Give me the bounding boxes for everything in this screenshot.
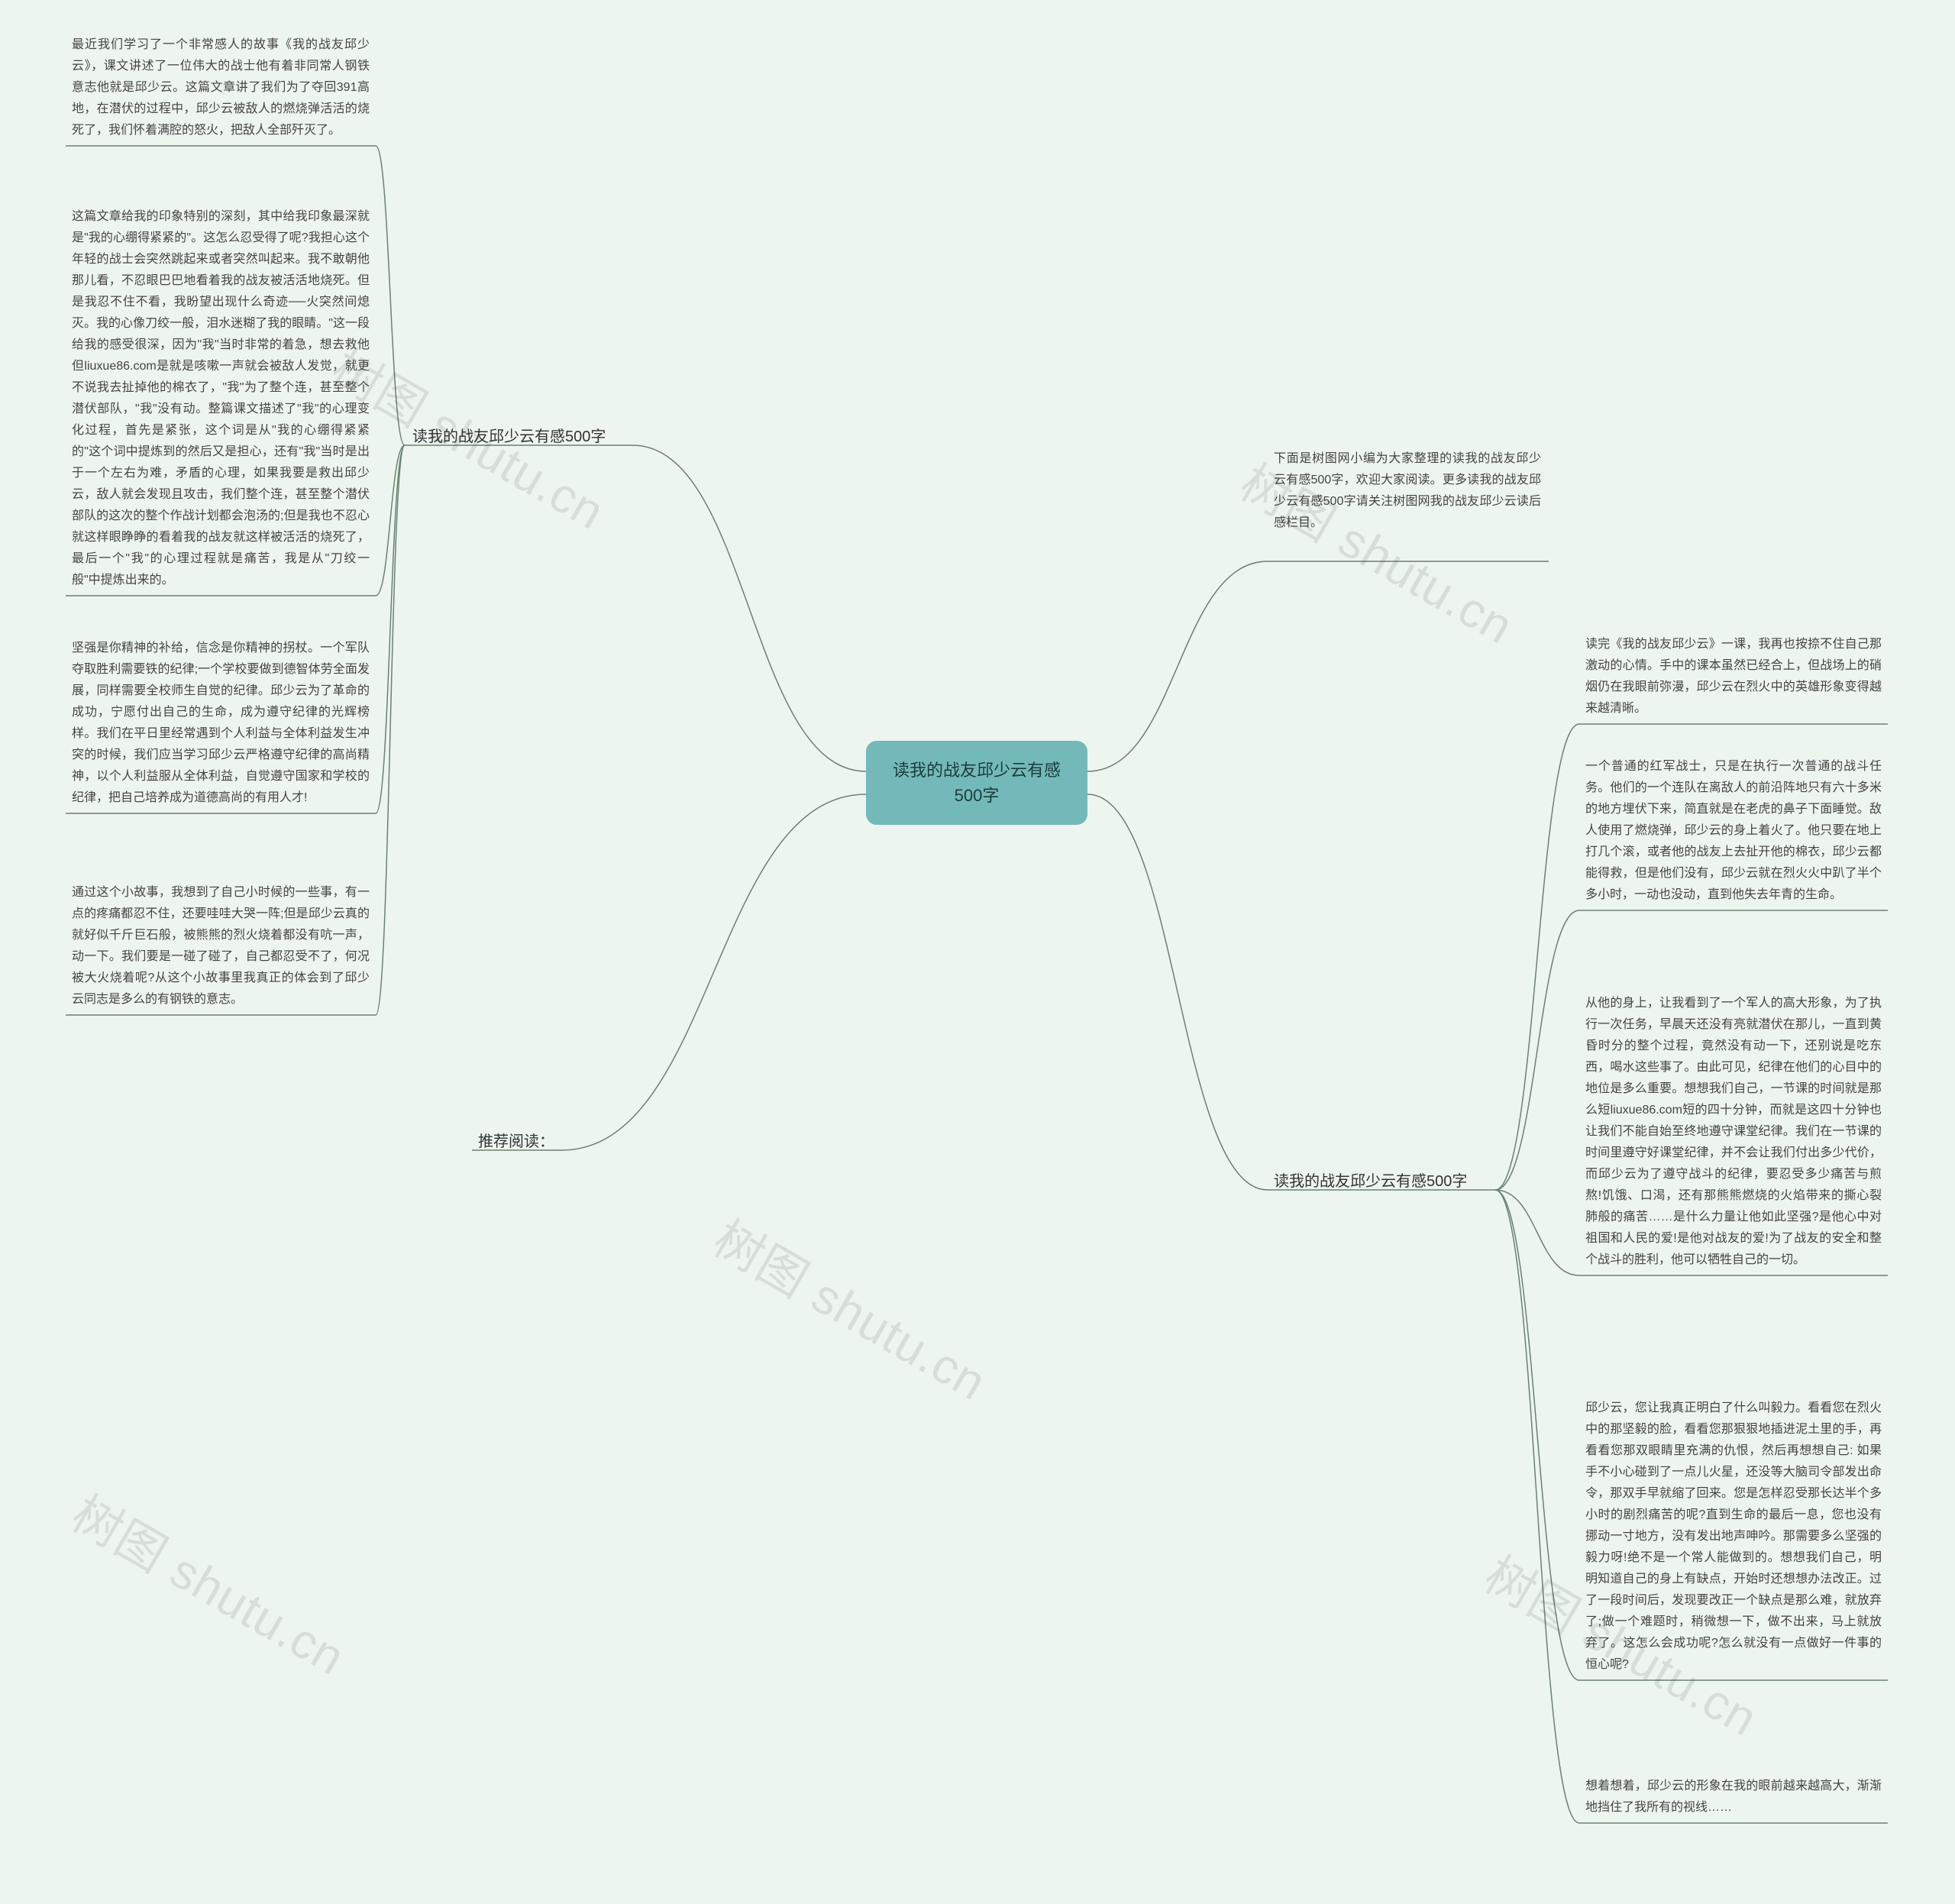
leaf-text: 想着想着，邱少云的形象在我的眼前越来越高大，渐渐地挡住了我所有的视线…… <box>1585 1780 1882 1814</box>
leaf-text: 坚强是你精神的补给，信念是你精神的拐杖。一个军队夺取胜利需要铁的纪律;一个学校要… <box>72 642 370 804</box>
leaf-text: 最近我们学习了一个非常感人的故事《我的战友邱少云》，课文讲述了一位伟大的战士他有… <box>72 38 370 137</box>
leaf-node[interactable]: 一个普通的红军战士，只是在执行一次普通的战斗任务。他们的一个连队在离敌人的前沿阵… <box>1585 756 1882 906</box>
leaf-text: 通过这个小故事，我想到了自己小时候的一些事，有一点的疼痛都忍不住，还要哇哇大哭一… <box>72 886 370 1006</box>
leaf-text: 一个普通的红军战士，只是在执行一次普通的战斗任务。他们的一个连队在离敌人的前沿阵… <box>1585 760 1882 901</box>
branch-label[interactable]: 读我的战友邱少云有感500字 <box>412 424 606 446</box>
leaf-node[interactable]: 坚强是你精神的补给，信念是你精神的拐杖。一个军队夺取胜利需要铁的纪律;一个学校要… <box>72 638 370 809</box>
leaf-text: 下面是树图网小编为大家整理的读我的战友邱少云有感500字，欢迎大家阅读。更多读我… <box>1274 452 1541 529</box>
leaf-text: 读完《我的战友邱少云》一课，我再也按捺不住自己那激动的心情。手中的课本虽然已经合… <box>1585 638 1882 715</box>
center-node[interactable]: 读我的战友邱少云有感500字 <box>866 741 1087 825</box>
leaf-node[interactable]: 从他的身上，让我看到了一个军人的高大形象，为了执行一次任务，早晨天还没有亮就潜伏… <box>1585 993 1882 1271</box>
leaf-node[interactable]: 通过这个小故事，我想到了自己小时候的一些事，有一点的疼痛都忍不住，还要哇哇大哭一… <box>72 882 370 1010</box>
watermark: 树图 shutu.cn <box>703 1201 1001 1414</box>
leaf-text: 邱少云，您让我真正明白了什么叫毅力。看看您在烈火中的那坚毅的脸，看看您那狠狠地插… <box>1585 1401 1882 1671</box>
center-node-text: 读我的战友邱少云有感500字 <box>887 758 1066 808</box>
leaf-text: 这篇文章给我的印象特别的深刻，其中给我印象最深就是"我的心绷得紧紧的"。这怎么忍… <box>72 210 370 587</box>
leaf-node[interactable]: 这篇文章给我的印象特别的深刻，其中给我印象最深就是"我的心绷得紧紧的"。这怎么忍… <box>72 206 370 591</box>
branch-label-text: 读我的战友邱少云有感500字 <box>412 428 606 445</box>
watermark-text: 树图 shutu.cn <box>63 1485 354 1686</box>
branch-label[interactable]: 读我的战友邱少云有感500字 <box>1274 1169 1467 1191</box>
mindmap-canvas: 读我的战友邱少云有感500字读我的战友邱少云有感500字最近我们学习了一个非常感… <box>0 0 1955 1904</box>
leaf-node[interactable]: 想着想着，邱少云的形象在我的眼前越来越高大，渐渐地挡住了我所有的视线…… <box>1585 1776 1882 1818</box>
branch-label-text: 读我的战友邱少云有感500字 <box>1274 1173 1467 1190</box>
branch-label-text: 推荐阅读： <box>478 1133 554 1150</box>
branch-label[interactable]: 推荐阅读： <box>478 1129 554 1151</box>
leaf-node[interactable]: 邱少云，您让我真正明白了什么叫毅力。看看您在烈火中的那坚毅的脸，看看您那狠狠地插… <box>1585 1398 1882 1676</box>
leaf-node[interactable]: 读完《我的战友邱少云》一课，我再也按捺不住自己那激动的心情。手中的课本虽然已经合… <box>1585 634 1882 719</box>
watermark: 树图 shutu.cn <box>61 1476 360 1689</box>
leaf-text: 从他的身上，让我看到了一个军人的高大形象，为了执行一次任务，早晨天还没有亮就潜伏… <box>1585 997 1882 1266</box>
leaf-node[interactable]: 下面是树图网小编为大家整理的读我的战友邱少云有感500字，欢迎大家阅读。更多读我… <box>1274 448 1541 534</box>
leaf-node[interactable]: 最近我们学习了一个非常感人的故事《我的战友邱少云》，课文讲述了一位伟大的战士他有… <box>72 34 370 141</box>
watermark-text: 树图 shutu.cn <box>705 1211 996 1411</box>
